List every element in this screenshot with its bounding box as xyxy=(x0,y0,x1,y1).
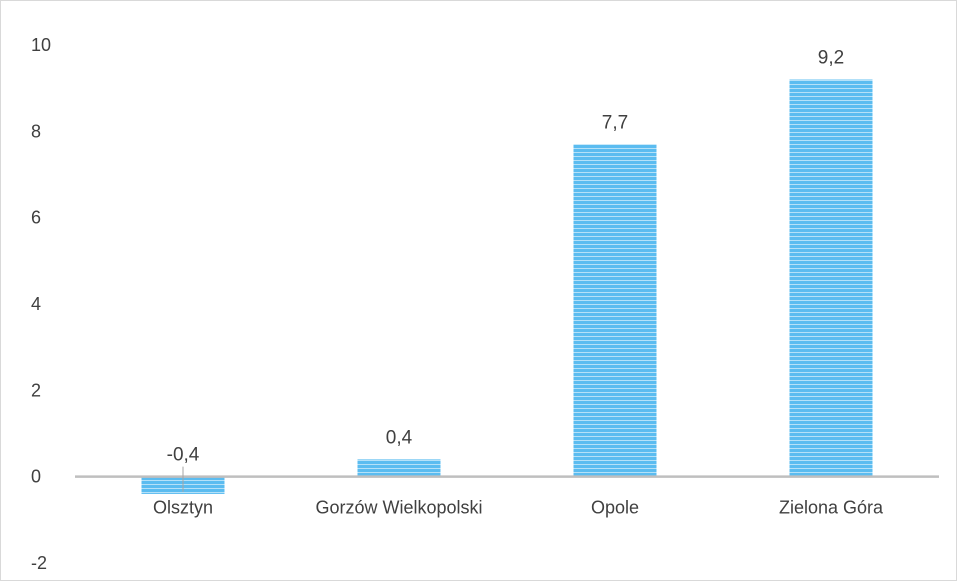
bar-data-label: 0,4 xyxy=(386,427,413,448)
x-category-label: Olsztyn xyxy=(153,498,213,518)
bar xyxy=(573,144,657,477)
y-tick-label: 8 xyxy=(31,121,41,141)
bar xyxy=(789,79,873,477)
bar xyxy=(357,459,441,477)
y-axis-ticks: 10 8 6 4 2 0 -2 xyxy=(31,35,51,573)
y-tick-label: 2 xyxy=(31,380,41,400)
y-tick-label: 6 xyxy=(31,208,41,228)
y-tick-label: 0 xyxy=(31,467,41,487)
x-category-label: Zielona Góra xyxy=(779,498,884,518)
bar-data-label: 9,2 xyxy=(818,48,844,69)
x-axis-category-labels: Olsztyn Gorzów Wielkopolski Opole Zielona G… xyxy=(153,498,884,518)
y-tick-label: -2 xyxy=(31,553,47,573)
x-category-label: Opole xyxy=(591,498,639,518)
y-tick-label: 4 xyxy=(31,294,41,314)
data-labels-group: -0,4 0,4 7,7 9,2 xyxy=(167,48,844,492)
y-tick-label: 10 xyxy=(31,35,51,55)
bars-group xyxy=(141,79,873,494)
x-category-label: Gorzów Wielkopolski xyxy=(315,498,482,518)
bar-data-label: -0,4 xyxy=(167,445,200,466)
bar-data-label: 7,7 xyxy=(602,112,628,133)
